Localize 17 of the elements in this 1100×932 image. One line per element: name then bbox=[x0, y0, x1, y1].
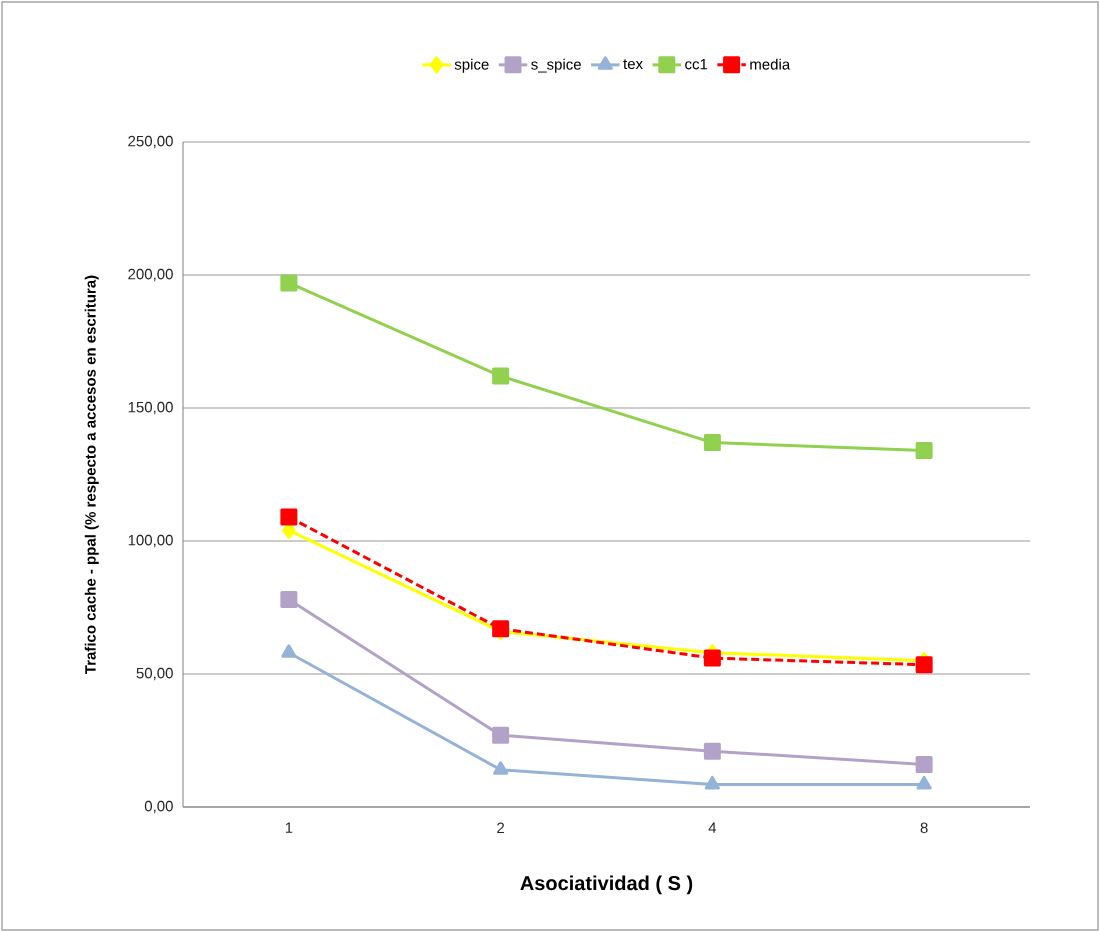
y-tick-label: 100,00 bbox=[128, 534, 173, 548]
x-tick-label: 4 bbox=[708, 822, 717, 833]
legend-label: cc1 bbox=[685, 58, 708, 70]
y-tick-label: 50,00 bbox=[136, 667, 173, 681]
x-tick-label: 1 bbox=[285, 822, 293, 833]
x-axis-title: Asociatividad ( S ) bbox=[520, 875, 693, 895]
y-tick-label: 200,00 bbox=[128, 268, 173, 282]
y-tick-label: 0,00 bbox=[144, 800, 173, 814]
legend-label: s_spice bbox=[531, 58, 581, 73]
x-tick-label: 2 bbox=[497, 822, 505, 834]
legend-label: spice bbox=[454, 58, 489, 73]
x-tick-label: 8 bbox=[920, 822, 928, 834]
legend-label: media bbox=[750, 58, 791, 70]
y-axis-title: Trafico cache - ppal (% respecto a accesos en escritura) bbox=[84, 275, 99, 674]
legend-label: tex bbox=[623, 59, 643, 70]
y-tick-label: 150,00 bbox=[128, 401, 173, 415]
y-tick-label: 250,00 bbox=[128, 135, 173, 149]
